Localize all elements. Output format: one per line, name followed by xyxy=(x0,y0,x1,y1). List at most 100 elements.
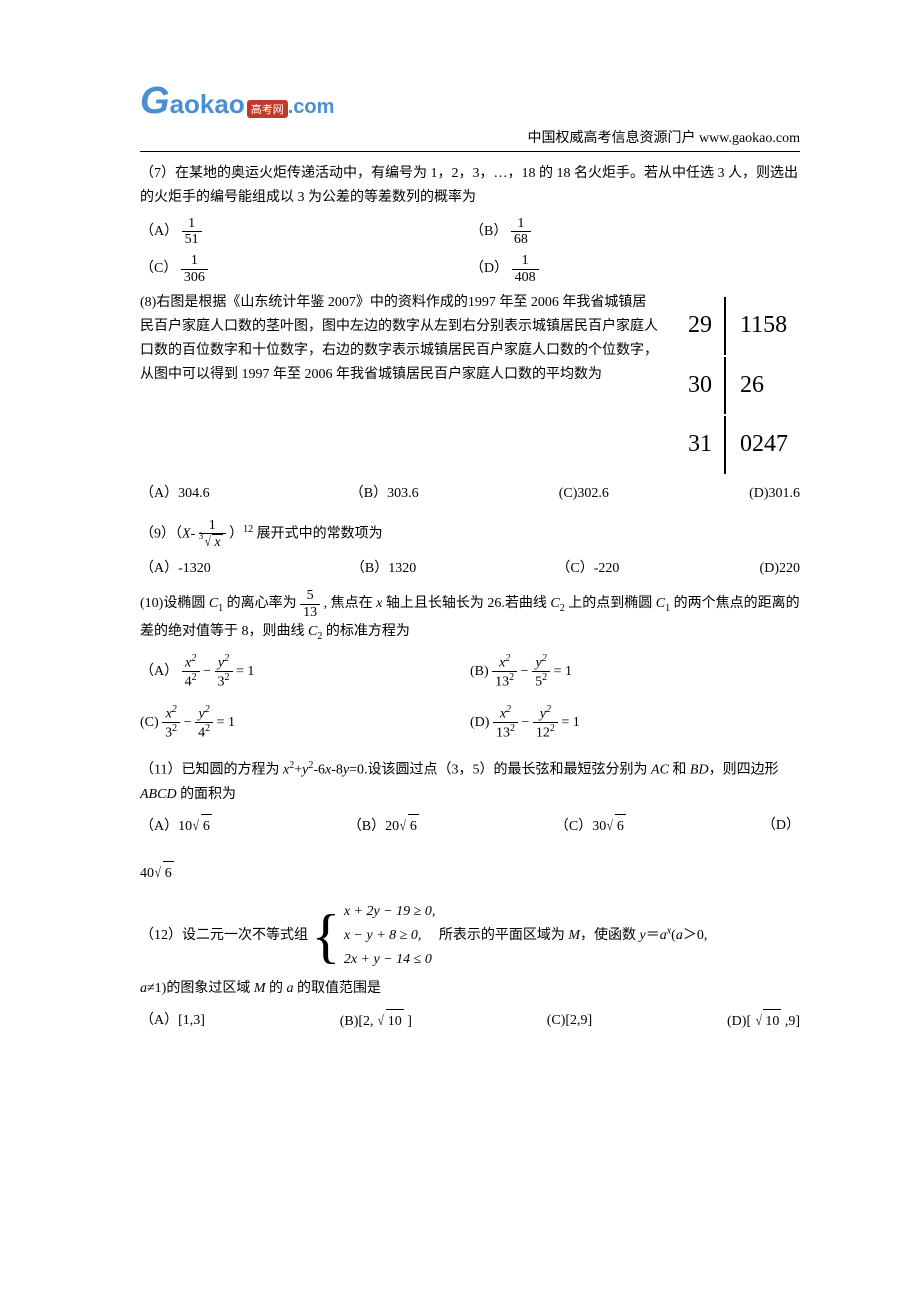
var-c: C xyxy=(308,624,317,639)
q12-opt-d: (D)[ √10 ,9] xyxy=(727,1009,800,1034)
text: 的取值范围是 xyxy=(294,981,382,996)
numerator: x2 xyxy=(182,653,200,672)
stemleaf-row: 31 0247 xyxy=(678,416,798,474)
q12: （12）设二元一次不等式组 { x + 2y − 19 ≥ 0, x − y +… xyxy=(140,900,800,971)
fraction: y2 32 xyxy=(215,653,233,690)
val: 4 xyxy=(185,675,192,690)
text: + xyxy=(294,763,302,778)
var: BD xyxy=(690,763,709,778)
header-divider xyxy=(140,151,800,152)
text: -6 xyxy=(313,763,325,778)
q8-opt-a: （A）304.6 xyxy=(140,482,210,506)
text: ,9] xyxy=(781,1014,800,1029)
coef: 20 xyxy=(385,819,399,834)
leaf: 1158 xyxy=(724,297,798,355)
denominator: 306 xyxy=(181,270,208,285)
val: 13 xyxy=(496,726,510,741)
ineq-line: x − y + 8 ≥ 0, xyxy=(344,928,422,943)
text: ＝ xyxy=(646,928,660,943)
fraction: x2 32 xyxy=(162,704,180,741)
fraction: 1 306 xyxy=(181,253,208,285)
logo-dot: .com xyxy=(288,96,335,119)
text: =0.设该圆过点（3，5）的最长弦和最短弦分别为 xyxy=(349,763,651,778)
q9-opt-c: （C）-220 xyxy=(556,557,619,581)
fraction: x2 132 xyxy=(493,704,518,741)
stem: 30 xyxy=(678,357,722,415)
q10-opt-d: (D) x2 132 − y2 122 = 1 xyxy=(470,704,800,741)
numerator: 1 xyxy=(182,216,202,232)
numerator: x2 xyxy=(493,704,518,723)
text: 所表示的平面区域为 xyxy=(439,928,569,943)
logo: G aokao 高考网 .com xyxy=(140,80,334,123)
coef: 10 xyxy=(178,819,192,834)
logo-text: aokao xyxy=(170,89,245,120)
opt-label: (D) xyxy=(470,715,489,730)
denominator: 132 xyxy=(492,672,517,690)
text: ] xyxy=(404,1014,412,1029)
text: , 焦点在 xyxy=(324,596,377,611)
opt-label: (B) xyxy=(470,664,489,679)
radicand: 6 xyxy=(615,814,626,839)
q7-opt-d: （D） 1 408 xyxy=(470,253,800,285)
q10-options-2: (C) x2 32 − y2 42 = 1 (D) x2 132 − xyxy=(140,704,800,749)
root-index: 3 xyxy=(199,532,204,542)
var: AC xyxy=(651,763,669,778)
opt-label: （D） xyxy=(470,261,508,276)
radicand: 6 xyxy=(408,814,419,839)
q11-opt-d-value: 40√6 xyxy=(140,861,800,886)
q11-opt-c: （C）30√6 xyxy=(555,814,626,839)
radicand: x xyxy=(212,534,222,550)
var-c: C xyxy=(209,596,218,611)
q12-opt-a: （A）[1,3] xyxy=(140,1009,205,1034)
numerator: y2 xyxy=(215,653,233,672)
fraction: 1 3 √x xyxy=(199,518,226,551)
var: a xyxy=(287,981,294,996)
ineq-line: 2x + y − 14 ≤ 0 xyxy=(344,952,432,967)
var: a xyxy=(676,928,683,943)
content: （7）在某地的奥运火炬传递活动中，有编号为 1，2，3，…，18 的 18 名火… xyxy=(140,162,800,1034)
val: 13 xyxy=(495,675,509,690)
stem: 31 xyxy=(678,416,722,474)
q7-options-2: （C） 1 306 （D） 1 408 xyxy=(140,253,800,285)
radicand: 6 xyxy=(201,814,212,839)
page: G aokao 高考网 .com 中国权威高考信息资源门户 www.gaokao… xyxy=(0,0,920,1302)
stem-leaf-plot: 29 1158 30 26 31 0247 xyxy=(676,291,800,476)
q9: （9）（X- 1 3 √x ）12 展开式中的常数项为 xyxy=(140,518,800,551)
q10-opt-a: （A） x2 42 − y2 32 = 1 xyxy=(140,653,470,690)
numerator: y2 xyxy=(532,653,550,672)
fraction: y2 122 xyxy=(533,704,558,741)
q8-opt-b: （B）303.6 xyxy=(350,482,419,506)
q10: (10)设椭圆 C1 的离心率为 5 13 , 焦点在 x 轴上且长轴长为 26… xyxy=(140,588,800,645)
denominator: 42 xyxy=(182,672,200,690)
text: ，则四边形 xyxy=(709,763,779,778)
opt-label: （B） xyxy=(470,224,507,239)
radicand: 6 xyxy=(163,861,174,886)
radical-sign: √ xyxy=(378,1010,384,1034)
q9-opt-a: （A）-1320 xyxy=(140,557,211,581)
var: a xyxy=(140,981,147,996)
stemleaf-row: 29 1158 xyxy=(678,297,798,355)
q9-options: （A）-1320 （B）1320 （C）-220 (D)220 xyxy=(140,557,800,581)
radical-sign: √ xyxy=(155,862,161,886)
radical-sign: √ xyxy=(755,1010,761,1034)
opt-label: （A） xyxy=(140,224,178,239)
text: （11）已知圆的方程为 xyxy=(140,763,283,778)
var: M xyxy=(568,928,580,943)
denominator: 132 xyxy=(493,723,518,741)
q8-opt-d: (D)301.6 xyxy=(749,482,800,506)
text: 的 xyxy=(266,981,287,996)
radical-sign: √ xyxy=(193,815,199,839)
q10-prefix: (10)设椭圆 xyxy=(140,596,209,611)
q7-opt-a: （A） 1 51 xyxy=(140,216,470,248)
fraction: 1 68 xyxy=(511,216,531,248)
q11-opt-d: （D） xyxy=(762,814,800,839)
stem: 29 xyxy=(678,297,722,355)
minus: - xyxy=(191,526,196,541)
q8-options: （A）304.6 （B）303.6 (C)302.6 (D)301.6 xyxy=(140,482,800,506)
logo-g: G xyxy=(140,80,170,123)
fraction: x2 132 xyxy=(492,653,517,690)
ineq-line: x + 2y − 19 ≥ 0, xyxy=(344,904,436,919)
radical-sign: √ xyxy=(400,815,406,839)
var: M xyxy=(254,981,266,996)
denominator: 32 xyxy=(215,672,233,690)
